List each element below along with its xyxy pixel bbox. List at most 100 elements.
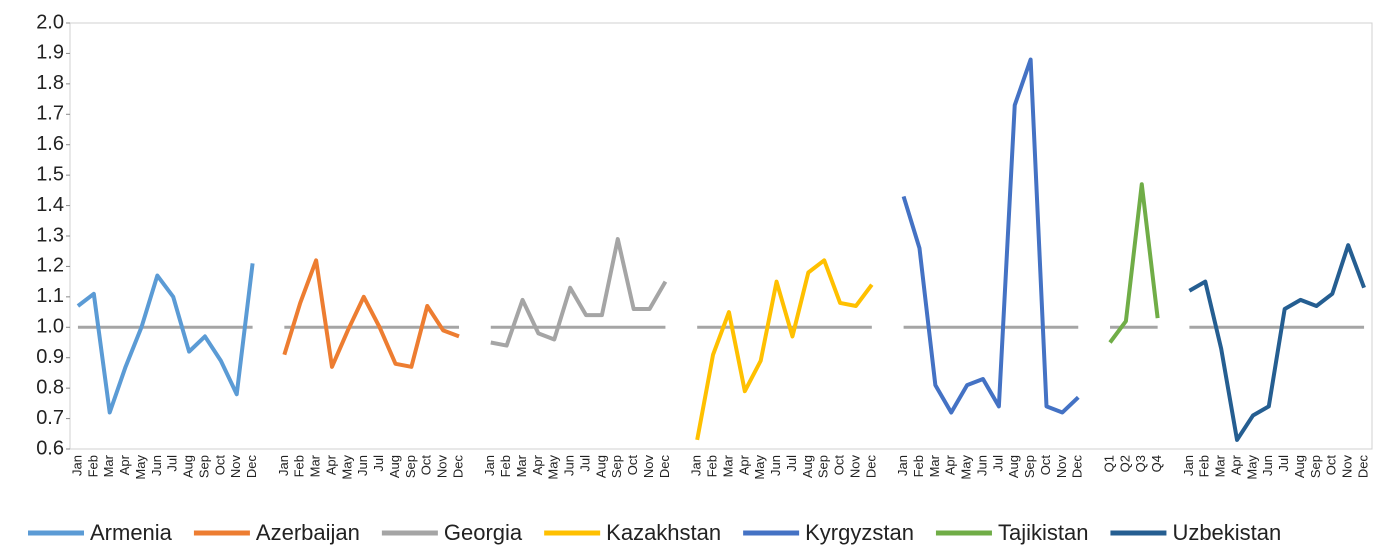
x-tick-label: Jan bbox=[689, 455, 704, 476]
y-tick-label: 0.9 bbox=[36, 346, 64, 368]
x-tick-label: Oct bbox=[625, 455, 640, 476]
y-tick-label: 1.3 bbox=[36, 224, 64, 246]
x-tick-label: Sep bbox=[1308, 455, 1323, 478]
x-tick-label: Dec bbox=[863, 455, 878, 479]
x-tick-label: Apr bbox=[323, 454, 338, 475]
x-tick-label: Jun bbox=[149, 455, 164, 476]
x-tick-label: Oct bbox=[419, 455, 434, 476]
x-tick-label: Nov bbox=[847, 455, 862, 479]
x-tick-label: Feb bbox=[498, 455, 513, 477]
x-tick-label: May bbox=[959, 455, 974, 480]
x-tick-label: Dec bbox=[657, 455, 672, 479]
y-tick-label: 1.4 bbox=[36, 194, 64, 216]
series-line bbox=[1188, 243, 1366, 442]
x-tick-label: Mar bbox=[720, 454, 735, 477]
x-tick-label: Dec bbox=[244, 455, 259, 479]
x-tick-label: Feb bbox=[292, 455, 307, 477]
legend-label: Tajikistan bbox=[998, 520, 1088, 545]
y-tick-label: 1.9 bbox=[36, 42, 64, 64]
x-tick-label: Dec bbox=[1070, 455, 1085, 479]
x-tick-label: Apr bbox=[530, 454, 545, 475]
x-tick-label: May bbox=[546, 455, 561, 480]
x-tick-label: Feb bbox=[704, 455, 719, 477]
x-tick-label: Jul bbox=[165, 455, 180, 472]
x-tick-label: Dec bbox=[450, 455, 465, 479]
y-tick-label: 1.0 bbox=[36, 316, 64, 338]
x-tick-label: Aug bbox=[1292, 455, 1307, 478]
y-tick-label: 0.7 bbox=[36, 407, 64, 429]
x-tick-label: Q1 bbox=[1101, 455, 1116, 472]
x-tick-label: Mar bbox=[101, 454, 116, 477]
x-tick-label: Aug bbox=[387, 455, 402, 478]
x-tick-label: Nov bbox=[641, 455, 656, 479]
x-tick-label: Aug bbox=[800, 455, 815, 478]
y-tick-label: 0.6 bbox=[36, 437, 64, 459]
x-tick-label: May bbox=[133, 455, 148, 480]
x-tick-label: Jul bbox=[371, 455, 386, 472]
y-tick-label: 1.2 bbox=[36, 255, 64, 277]
legend-label: Kyrgyzstan bbox=[805, 520, 914, 545]
x-tick-label: Jul bbox=[577, 455, 592, 472]
legend-label: Uzbekistan bbox=[1172, 520, 1281, 545]
y-tick-label: 1.8 bbox=[36, 72, 64, 94]
x-tick-label: Jun bbox=[1260, 455, 1275, 476]
series-line bbox=[490, 237, 668, 348]
x-tick-label: Q4 bbox=[1149, 455, 1164, 472]
series-line bbox=[282, 258, 460, 369]
legend-label: Georgia bbox=[444, 520, 523, 545]
legend-label: Armenia bbox=[90, 520, 173, 545]
x-tick-label: Jan bbox=[276, 455, 291, 476]
x-tick-label: Dec bbox=[1355, 455, 1370, 479]
x-tick-label: Q3 bbox=[1133, 455, 1148, 472]
x-tick-label: Oct bbox=[1038, 455, 1053, 476]
y-tick-label: 0.8 bbox=[36, 376, 64, 398]
x-tick-label: May bbox=[1244, 455, 1259, 480]
x-tick-label: Mar bbox=[514, 454, 529, 477]
y-tick-label: 1.5 bbox=[36, 163, 64, 185]
x-tick-label: Apr bbox=[117, 454, 132, 475]
x-tick-label: Mar bbox=[1213, 454, 1228, 477]
x-tick-label: Oct bbox=[212, 455, 227, 476]
x-tick-label: Jan bbox=[69, 455, 84, 476]
x-tick-label: Aug bbox=[181, 455, 196, 478]
x-tick-label: Jan bbox=[1181, 455, 1196, 476]
x-tick-label: Oct bbox=[1324, 455, 1339, 476]
x-tick-label: Jun bbox=[562, 455, 577, 476]
x-tick-label: Oct bbox=[832, 455, 847, 476]
x-tick-label: Sep bbox=[816, 455, 831, 478]
x-tick-label: Sep bbox=[609, 455, 624, 478]
x-tick-label: Jun bbox=[974, 455, 989, 476]
x-tick-label: Nov bbox=[228, 455, 243, 479]
series-line bbox=[1108, 182, 1160, 344]
x-tick-label: Aug bbox=[1006, 455, 1021, 478]
x-tick-label: Nov bbox=[1340, 455, 1355, 479]
x-tick-label: Jan bbox=[482, 455, 497, 476]
x-tick-label: Apr bbox=[943, 454, 958, 475]
x-tick-label: May bbox=[752, 455, 767, 480]
x-tick-label: Feb bbox=[911, 455, 926, 477]
x-tick-label: Jul bbox=[1276, 455, 1291, 472]
x-tick-label: Mar bbox=[308, 454, 323, 477]
x-tick-label: Jun bbox=[768, 455, 783, 476]
x-tick-label: Sep bbox=[403, 455, 418, 478]
plot-frame bbox=[69, 22, 1373, 450]
x-tick-label: Apr bbox=[1228, 454, 1243, 475]
y-tick-label: 1.6 bbox=[36, 133, 64, 155]
x-tick-label: Jun bbox=[355, 455, 370, 476]
x-tick-label: Aug bbox=[593, 455, 608, 478]
x-tick-label: Jul bbox=[784, 455, 799, 472]
x-tick-label: Q2 bbox=[1117, 455, 1132, 472]
legend-label: Azerbaijan bbox=[256, 520, 360, 545]
series-line bbox=[695, 258, 874, 441]
y-tick-label: 2.0 bbox=[36, 11, 64, 33]
x-tick-label: Nov bbox=[435, 455, 450, 479]
x-tick-label: Apr bbox=[736, 454, 751, 475]
x-tick-label: Sep bbox=[196, 455, 211, 478]
x-tick-label: Jan bbox=[895, 455, 910, 476]
x-tick-label: Jul bbox=[990, 455, 1005, 472]
series-line bbox=[76, 263, 255, 415]
series-line bbox=[901, 57, 1080, 415]
x-tick-label: May bbox=[339, 455, 354, 480]
x-tick-label: Nov bbox=[1054, 455, 1069, 479]
